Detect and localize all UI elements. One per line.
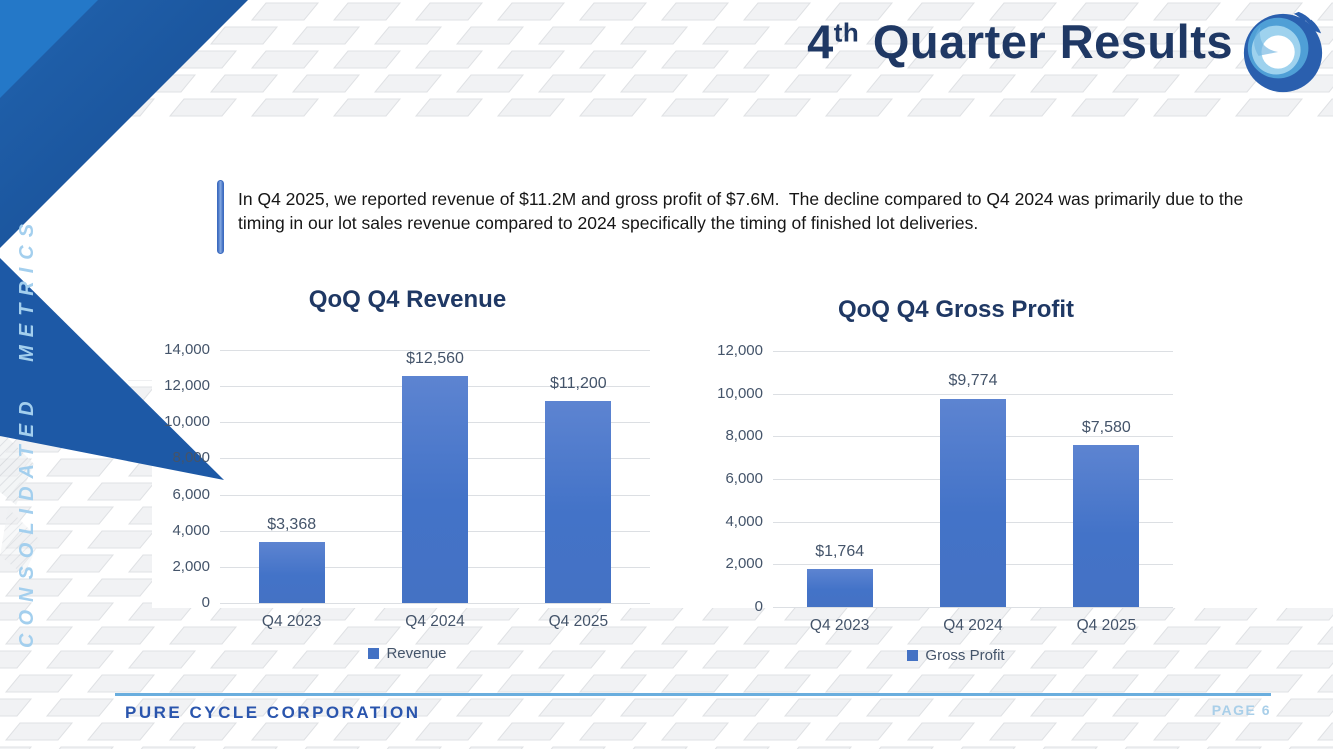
bar-value-label: $7,580 [1081,419,1131,437]
bar-value-label: $3,368 [267,516,317,534]
bar [940,398,1006,607]
gridline [773,393,1173,395]
y-axis-tick-label: 8,000 [725,427,763,445]
gross-profit-bar-chart: QoQ Q4 Gross Profit 0 2,000 4,000 6,000 8,000… [700,286,1212,686]
bar [545,400,612,603]
x-axis-category-label: Q4 2025 [548,613,609,630]
y-axis-tick-label: 6,000 [172,485,210,503]
legend-label: Revenue [386,645,447,662]
chart-legend: Gross Profit [700,647,1212,664]
gridline [220,350,650,351]
callout-text: In Q4 2025, we reported revenue of $11.2… [238,189,1249,233]
legend-label: Gross Profit [925,647,1005,664]
legend-swatch [907,650,919,661]
bar [258,542,325,603]
page-number-label: PAGE 6 [1211,702,1271,718]
y-axis-tick-label: 0 [754,598,763,615]
x-axis-category-label: Q4 2023 [261,613,322,630]
y-axis-tick-label: 12,000 [164,377,210,395]
legend-swatch [368,648,380,659]
y-axis-tick-label: 10,000 [164,413,210,431]
bar-value-label: $1,764 [815,543,865,561]
x-axis-category-label: Q4 2024 [943,617,1003,634]
footer-rule [115,693,1271,696]
callout-block: In Q4 2025, we reported revenue of $11.2… [217,180,1258,254]
title-superscript: th [833,17,860,48]
y-axis-tick-label: 0 [201,594,210,611]
title-number: 4 [807,15,834,68]
footer-company-name: PURE CYCLE CORPORATION [125,703,421,722]
bar [1073,445,1140,607]
gridline [220,603,650,604]
chart-legend: Revenue [155,645,660,662]
callout-accent-bar [217,180,224,254]
gridline [773,351,1173,352]
bar [806,569,873,607]
x-axis-category-label: Q4 2023 [809,617,870,634]
bar-value-label: $11,200 [550,374,607,392]
company-swirl-logo-icon [1243,11,1323,93]
y-axis-tick-label: 8,000 [172,449,210,467]
corner-ribbons-decoration [0,0,248,608]
ribbon-light-corner [0,0,98,98]
y-axis-tick-label: 2,000 [172,557,210,575]
bar-value-label: $12,560 [406,350,464,368]
revenue-bar-chart: QoQ Q4 Revenue 0 2,000 4,000 6,000 8,000 10,00… [155,286,660,686]
y-axis-tick-label: 12,000 [717,342,763,359]
y-axis-tick-label: 4,000 [725,512,763,530]
y-axis-tick-label: 2,000 [725,555,763,573]
x-axis-category-label: Q4 2025 [1076,617,1137,634]
ribbon-lower-wedge [0,258,224,480]
y-axis-tick-label: 14,000 [164,341,210,358]
page-title: 4th Quarter Results [807,14,1233,69]
sidebar-vertical-label: CONSOLIDATED METRICS [16,215,38,648]
y-axis-tick-label: 10,000 [717,384,763,402]
bar-value-label: $9,774 [948,372,998,390]
y-axis-tick-label: 4,000 [172,521,210,539]
ribbon-dark-band [0,0,248,248]
bar [402,376,468,603]
chart-title: QoQ Q4 Gross Profit [837,296,1075,323]
gridline [773,607,1173,608]
y-axis-tick-label: 6,000 [725,470,763,487]
x-axis-category-label: Q4 2024 [405,613,465,630]
title-rest: Quarter Results [859,15,1233,68]
chart-title: QoQ Q4 Revenue [308,286,507,313]
